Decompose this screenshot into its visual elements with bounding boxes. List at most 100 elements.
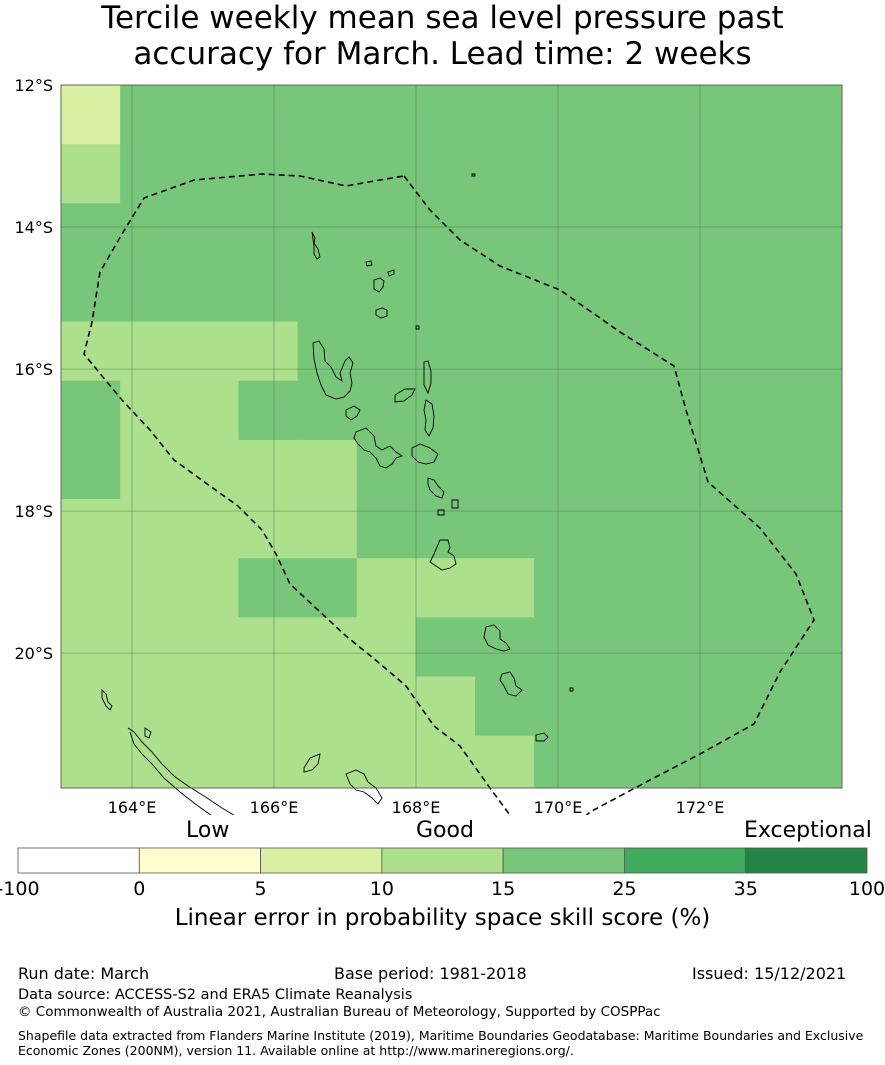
longitude-label: 166°E — [250, 798, 299, 815]
skill-cell — [652, 321, 713, 382]
colorbar-tick-label: -100 — [0, 878, 40, 899]
skill-cell — [711, 617, 772, 678]
skill-cell — [179, 558, 239, 618]
shapefile-note: Shapefile data extracted from Flanders M… — [18, 1028, 864, 1058]
skill-cell — [770, 85, 831, 145]
skill-cell — [238, 439, 299, 500]
skill-cell — [415, 144, 476, 204]
skill-cell — [593, 735, 653, 789]
skill-cell — [238, 262, 299, 323]
skill-cell — [238, 676, 299, 737]
skill-cell — [829, 558, 843, 618]
skill-cell — [356, 735, 417, 789]
skill-cell — [829, 380, 843, 441]
skill-grid-cells — [61, 85, 843, 789]
skill-cell — [534, 676, 594, 737]
longitude-label: 172°E — [676, 798, 725, 815]
category-label-exceptional: Exceptional — [744, 818, 872, 843]
map-frame — [60, 84, 843, 789]
skill-cell — [120, 499, 180, 559]
skill-cell — [652, 499, 713, 559]
coastline — [373, 277, 385, 293]
skill-cell — [829, 617, 843, 678]
skill-cell — [61, 558, 121, 618]
skill-cell — [120, 380, 180, 441]
skill-cell — [120, 85, 180, 145]
longitude-label: 170°E — [534, 798, 583, 815]
skill-cell — [475, 499, 535, 559]
skill-cell — [120, 676, 180, 737]
skill-cell — [179, 203, 239, 263]
coastline — [345, 769, 383, 805]
skill-cell — [475, 439, 535, 500]
skill-cell — [711, 439, 772, 500]
colorbar-title: Linear error in probability space skill … — [174, 905, 711, 931]
chart-title: Tercile weekly mean sea level pressure p… — [0, 0, 885, 72]
latitude-label: 20°S — [14, 644, 53, 663]
skill-cell — [593, 617, 653, 678]
skill-cell — [61, 499, 121, 559]
skill-cell — [711, 380, 772, 441]
skill-cell — [61, 735, 121, 789]
skill-cell — [475, 380, 535, 441]
coastline — [101, 688, 113, 711]
skill-cell — [770, 321, 831, 382]
skill-cell — [593, 439, 653, 500]
skill-cell — [238, 617, 299, 678]
skill-cell — [61, 617, 121, 678]
longitude-labels: 164°E 166°E 168°E 170°E 172°E — [108, 798, 725, 815]
skill-cell — [711, 85, 772, 145]
skill-cell — [61, 380, 121, 441]
skill-cell — [475, 262, 535, 323]
colorbar-segment — [502, 847, 625, 874]
colorbar-tick-label: 15 — [491, 878, 515, 899]
skill-cell — [297, 321, 358, 382]
skill-cell — [829, 85, 843, 145]
skill-cell — [652, 735, 713, 789]
skill-cell — [711, 144, 772, 204]
coastline — [437, 509, 445, 516]
skill-cell — [179, 262, 239, 323]
skill-cell — [534, 85, 594, 145]
skill-cell — [711, 735, 772, 789]
skill-cell — [415, 676, 476, 737]
skill-cell — [711, 676, 772, 737]
skill-cell — [238, 203, 299, 263]
coastline — [411, 443, 439, 465]
colorbar-segment — [624, 847, 747, 874]
skill-cell — [829, 676, 843, 737]
skill-cell — [120, 617, 180, 678]
skill-cell — [770, 558, 831, 618]
skill-cell — [475, 321, 535, 382]
latitude-labels: 12°S 14°S 16°S 18°S 20°S — [14, 76, 53, 663]
colorbar-tick-label: 10 — [370, 878, 394, 899]
coastline — [471, 173, 476, 177]
issued-date: Issued: 15/12/2021 — [692, 964, 847, 983]
skill-cell — [120, 144, 180, 204]
skill-cell — [61, 85, 121, 145]
skill-cell — [475, 144, 535, 204]
skill-cell — [61, 262, 121, 323]
skill-cell — [238, 85, 299, 145]
skill-cell — [475, 85, 535, 145]
colorbar-tick-label: 5 — [255, 878, 267, 899]
skill-cell — [593, 558, 653, 618]
base-period: Base period: 1981-2018 — [334, 964, 527, 983]
skill-cell — [534, 144, 594, 204]
skill-cell — [534, 203, 594, 263]
skill-cell — [238, 735, 299, 789]
skill-cell — [297, 558, 358, 618]
skill-cell — [297, 499, 358, 559]
skill-cell — [297, 676, 358, 737]
skill-cell — [179, 676, 239, 737]
coastline — [387, 269, 395, 277]
skill-cell — [534, 499, 594, 559]
skill-cell — [711, 321, 772, 382]
skill-cell — [415, 735, 476, 789]
colorbar-tick-label: 100 — [849, 878, 885, 899]
skill-cell — [534, 617, 594, 678]
skill-cell — [61, 203, 121, 263]
coastline — [483, 624, 511, 652]
skill-cell — [297, 262, 358, 323]
skill-cell — [356, 439, 417, 500]
